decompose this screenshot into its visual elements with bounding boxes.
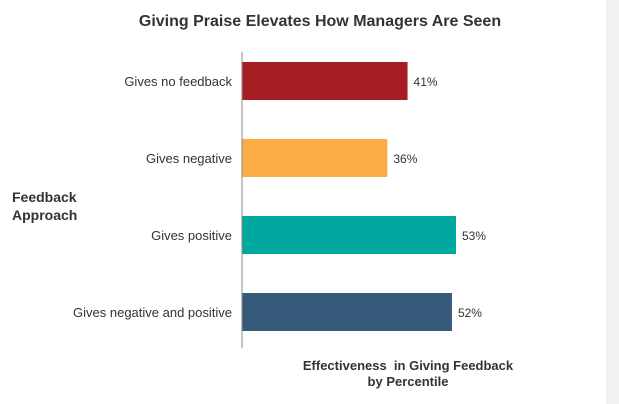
bar-4 xyxy=(242,293,452,331)
x-axis-label-line-1: Effectiveness in Giving Feedback xyxy=(303,358,514,373)
y-axis-label-line-2: Approach xyxy=(12,207,77,223)
chart-title: Giving Praise Elevates How Managers Are … xyxy=(139,13,501,30)
value-label-2: 36% xyxy=(393,152,417,166)
bar-chart: Giving Praise Elevates How Managers Are … xyxy=(12,13,514,389)
category-label-2: Gives negative xyxy=(146,151,232,166)
value-label-1: 41% xyxy=(414,75,438,89)
bars-group xyxy=(242,62,456,331)
value-label-3: 53% xyxy=(462,229,486,243)
right-edge-strip xyxy=(606,0,619,404)
value-label-4: 52% xyxy=(458,306,482,320)
bar-3 xyxy=(242,216,456,254)
y-axis-label-line-1: Feedback xyxy=(12,189,77,205)
category-label-1: Gives no feedback xyxy=(124,74,232,89)
category-label-4: Gives negative and positive xyxy=(73,305,232,320)
bar-2 xyxy=(242,139,388,177)
bar-1 xyxy=(242,62,408,100)
value-labels: 41% 36% 53% 52% xyxy=(393,75,486,320)
category-label-3: Gives positive xyxy=(151,228,232,243)
category-labels: Gives no feedback Gives negative Gives pos… xyxy=(73,74,232,320)
x-axis-label-line-2: by Percentile xyxy=(368,374,449,389)
